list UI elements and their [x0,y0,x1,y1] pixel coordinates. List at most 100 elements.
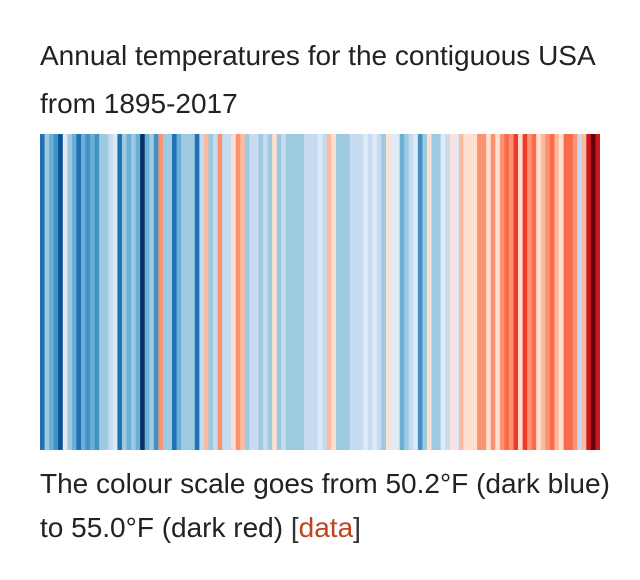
stripe-1904 [80,134,87,450]
stripe-1910 [108,134,114,450]
stripe-2001 [522,134,528,450]
stripe-1931 [203,134,210,450]
stripe-1929 [194,134,200,450]
stripe-2007 [549,134,556,450]
color-scale-caption: The colour scale goes from 50.2°F (dark … [40,462,610,550]
stripe-1895 [40,134,46,450]
stripe-1982 [436,134,442,450]
stripe-1991 [477,134,483,450]
stripe-1913 [121,134,128,450]
stripe-1967 [367,134,373,450]
data-link[interactable]: data [298,512,354,543]
stripe-1954 [308,134,314,450]
stripe-2012 [572,134,578,450]
stripe-1971 [386,134,392,450]
stripe-1923 [167,134,173,450]
warming-stripes-chart [40,134,600,450]
stripe-1897 [49,134,55,450]
stripe-2008 [554,134,560,450]
stripe-1934 [217,134,223,450]
stripe-1911 [112,134,118,450]
stripe-1941 [249,134,255,450]
stripe-1979 [422,134,428,450]
stripe-1906 [90,134,96,450]
stripe-1995 [495,134,501,450]
stripe-1945 [267,134,273,450]
stripe-1981 [431,134,437,450]
stripe-1939 [240,134,246,450]
stripe-1974 [399,134,405,450]
stripe-1914 [126,134,132,450]
stripe-1930 [199,134,205,450]
stripe-1899 [58,134,64,450]
stripe-1966 [363,134,369,450]
stripe-1896 [44,134,50,450]
chart-title: Annual temperatures for the contiguous U… [40,40,595,119]
stripe-1937 [231,134,237,450]
stripe-1919 [149,134,155,450]
stripe-1983 [440,134,446,450]
stripe-1985 [449,134,455,450]
stripe-1938 [235,134,241,450]
stripe-1959 [331,134,337,450]
stripe-2011 [568,134,574,450]
stripe-1940 [244,134,251,450]
stripe-1969 [376,134,383,450]
stripe-1926 [181,134,187,450]
stripe-1903 [76,134,82,450]
stripe-1943 [258,134,264,450]
stripe-1951 [294,134,301,450]
stripe-1909 [103,134,109,450]
stripe-2013 [577,134,583,450]
stripe-1972 [390,134,396,450]
stripe-1933 [213,134,219,450]
link-bracket-close: ] [353,512,361,543]
stripe-2009 [559,134,565,450]
stripe-1944 [263,134,269,450]
stripe-1936 [226,134,232,450]
stripe-1948 [281,134,287,450]
stripe-2010 [563,134,569,450]
stripe-1907 [94,134,100,450]
stripe-1957 [322,134,328,450]
link-bracket-open: [ [290,512,299,543]
stripe-1990 [472,134,478,450]
stripe-1901 [67,134,73,450]
stripe-1958 [326,134,332,450]
stripe-1968 [372,134,378,450]
stripe-1988 [463,134,469,450]
stripe-1950 [290,134,296,450]
stripe-1949 [285,134,292,450]
stripe-1917 [140,134,146,450]
stripe-1953 [304,134,310,450]
stripe-1956 [317,134,323,450]
stripe-1961 [340,134,346,450]
stripe-1912 [117,134,123,450]
stripe-1921 [158,134,164,450]
stripe-1992 [481,134,487,450]
stripe-1997 [504,134,510,450]
stripe-1915 [131,134,137,450]
stripe-1963 [349,134,355,450]
stripe-1973 [395,134,401,450]
stripe-1962 [345,134,351,450]
stripe-1952 [299,134,305,450]
stripe-1984 [445,134,451,450]
stripe-1947 [276,134,282,450]
stripe-1977 [413,134,419,450]
stripe-2005 [540,134,546,450]
stripe-1975 [404,134,410,450]
stripe-1898 [53,134,59,450]
stripe-2015 [586,134,592,450]
stripe-1998 [508,134,515,450]
stripe-1922 [162,134,169,450]
stripe-1946 [272,134,278,450]
stripe-1902 [71,134,78,450]
stripe-1965 [358,134,364,450]
stripe-1900 [62,134,68,450]
stripe-1908 [99,134,105,450]
stripe-1978 [417,134,424,450]
stripe-1916 [135,134,141,450]
stripe-2003 [531,134,537,450]
stripe-2016 [590,134,597,450]
